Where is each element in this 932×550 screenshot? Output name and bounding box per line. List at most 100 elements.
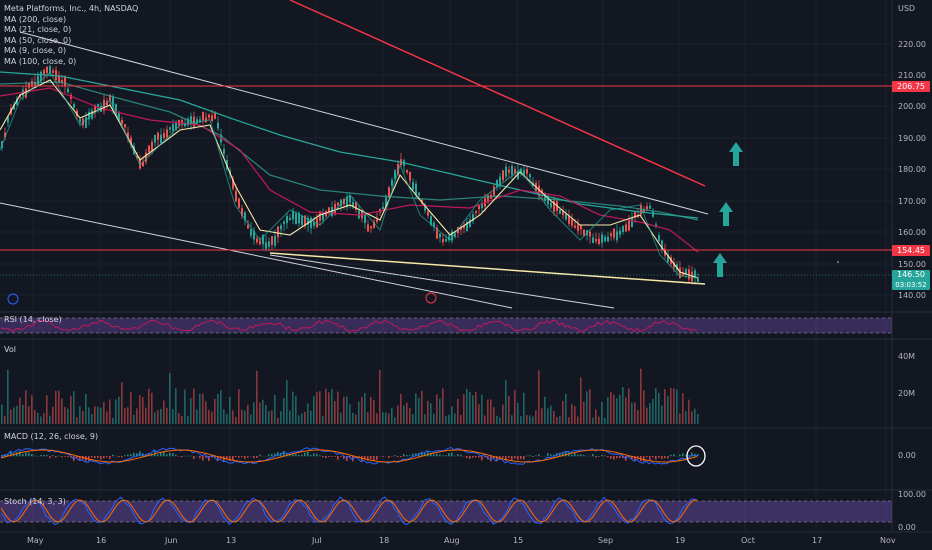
candle-body	[682, 272, 684, 276]
macd-histogram-bar	[292, 453, 294, 457]
volume-bar	[163, 400, 165, 424]
candle-body	[58, 76, 60, 83]
macd-histogram-bar	[331, 456, 333, 457]
candle-body	[547, 196, 549, 205]
volume-bar	[592, 417, 594, 424]
volume-bar	[616, 398, 618, 424]
macd-histogram-bar	[469, 456, 471, 459]
volume-bar	[244, 410, 246, 424]
candle-body	[505, 166, 507, 177]
macd-histogram-bar	[136, 453, 138, 457]
macd-histogram-bar	[160, 452, 162, 457]
symbol-title[interactable]: Meta Platforms, Inc., 4h, NASDAQ	[4, 4, 139, 13]
macd-histogram-bar	[283, 450, 285, 457]
macd-histogram-bar	[268, 454, 270, 457]
stoch-pane-title[interactable]: Stoch (14, 3, 3)	[4, 497, 66, 506]
indicator-ma-200[interactable]: MA (200, close)	[4, 14, 67, 24]
candle-body	[628, 219, 630, 231]
macd-histogram-bar	[520, 456, 522, 460]
volume-bar	[322, 415, 324, 424]
volume-bar	[427, 400, 429, 424]
volume-bar	[433, 413, 435, 424]
macd-histogram-bar	[127, 454, 129, 457]
volume-bar	[472, 395, 474, 424]
macd-histogram-bar	[133, 452, 135, 457]
macd-histogram-bar	[214, 456, 216, 458]
indicator-ma-100[interactable]: MA (100, close, 0)	[4, 56, 77, 66]
macd-histogram-bar	[607, 456, 609, 458]
candle-body	[307, 217, 309, 225]
volume-bar	[505, 380, 507, 424]
volume-bar	[265, 405, 267, 424]
candle-body	[46, 66, 48, 73]
macd-histogram-bar	[286, 453, 288, 457]
candle-body	[184, 123, 186, 127]
indicator-ma-9[interactable]: MA (9, close, 0)	[4, 46, 67, 55]
candle-body	[382, 206, 384, 210]
macd-pane-title[interactable]: MACD (12, 26, close, 9)	[4, 432, 99, 441]
volume-bar	[388, 413, 390, 424]
time-tick: 17	[812, 536, 823, 545]
rsi-pane-title[interactable]: RSI (14, close)	[4, 315, 62, 324]
candle-body	[466, 221, 468, 232]
volume-bar	[280, 411, 282, 424]
volume-bar	[112, 417, 114, 424]
macd-histogram-bar	[532, 456, 534, 458]
price-tick: 220.00	[898, 40, 926, 49]
bar-countdown: 03:03:52	[892, 280, 930, 290]
time-tick: Aug	[444, 536, 460, 545]
volume-bar	[133, 414, 135, 424]
volume-bar	[646, 407, 648, 424]
volume-bar	[289, 410, 291, 424]
volume-bar	[355, 414, 357, 424]
candle-body	[502, 170, 504, 181]
vol-pane-title[interactable]: Vol	[4, 345, 16, 354]
time-tick: May	[27, 536, 44, 545]
macd-histogram-bar	[445, 455, 447, 457]
volume-bar	[124, 408, 126, 424]
candle-body	[613, 228, 615, 238]
macd-histogram-bar	[415, 453, 417, 457]
candle-body	[442, 239, 444, 243]
volume-bar	[370, 396, 372, 424]
volume-bar	[448, 414, 450, 424]
macd-histogram-bar	[103, 456, 105, 459]
candle-body	[238, 198, 240, 208]
macd-histogram-bar	[613, 456, 615, 460]
macd-histogram-bar	[34, 455, 36, 457]
indicator-ma-21[interactable]: MA (21, close, 0)	[4, 25, 72, 34]
macd-histogram-bar	[529, 455, 531, 457]
candle-body	[643, 209, 645, 213]
macd-histogram-bar	[604, 455, 606, 457]
macd-histogram-bar	[52, 455, 54, 457]
macd-histogram-bar	[478, 456, 480, 458]
candle-body	[292, 210, 294, 220]
macd-histogram-bar	[259, 454, 261, 457]
volume-bar	[313, 396, 315, 424]
candle-body	[28, 82, 30, 88]
macd-histogram-bar	[388, 456, 390, 458]
candle-body	[526, 169, 528, 174]
volume-bar	[499, 417, 501, 424]
candle-body	[478, 205, 480, 210]
chart-legend: Meta Platforms, Inc., 4h, NASDAQ MA (200…	[4, 4, 138, 67]
volume-bar	[397, 405, 399, 424]
macd-histogram-bar	[442, 455, 444, 457]
volume-bar	[676, 389, 678, 424]
candle-body	[550, 202, 552, 208]
macd-histogram-bar	[583, 454, 585, 457]
volume-bar	[634, 402, 636, 424]
volume-bar	[589, 389, 591, 424]
macd-histogram-bar	[106, 456, 108, 458]
macd-histogram-bar	[466, 456, 468, 459]
volume-bar	[487, 399, 489, 424]
macd-histogram-bar	[493, 456, 495, 459]
candle-body	[187, 118, 189, 126]
volume-bar	[352, 412, 354, 424]
volume-bar	[127, 407, 129, 424]
macd-histogram-bar	[31, 453, 33, 457]
macd-histogram-bar	[682, 453, 684, 457]
indicator-ma-50[interactable]: MA (50, close, 0)	[4, 35, 72, 45]
candle-body	[127, 132, 129, 140]
